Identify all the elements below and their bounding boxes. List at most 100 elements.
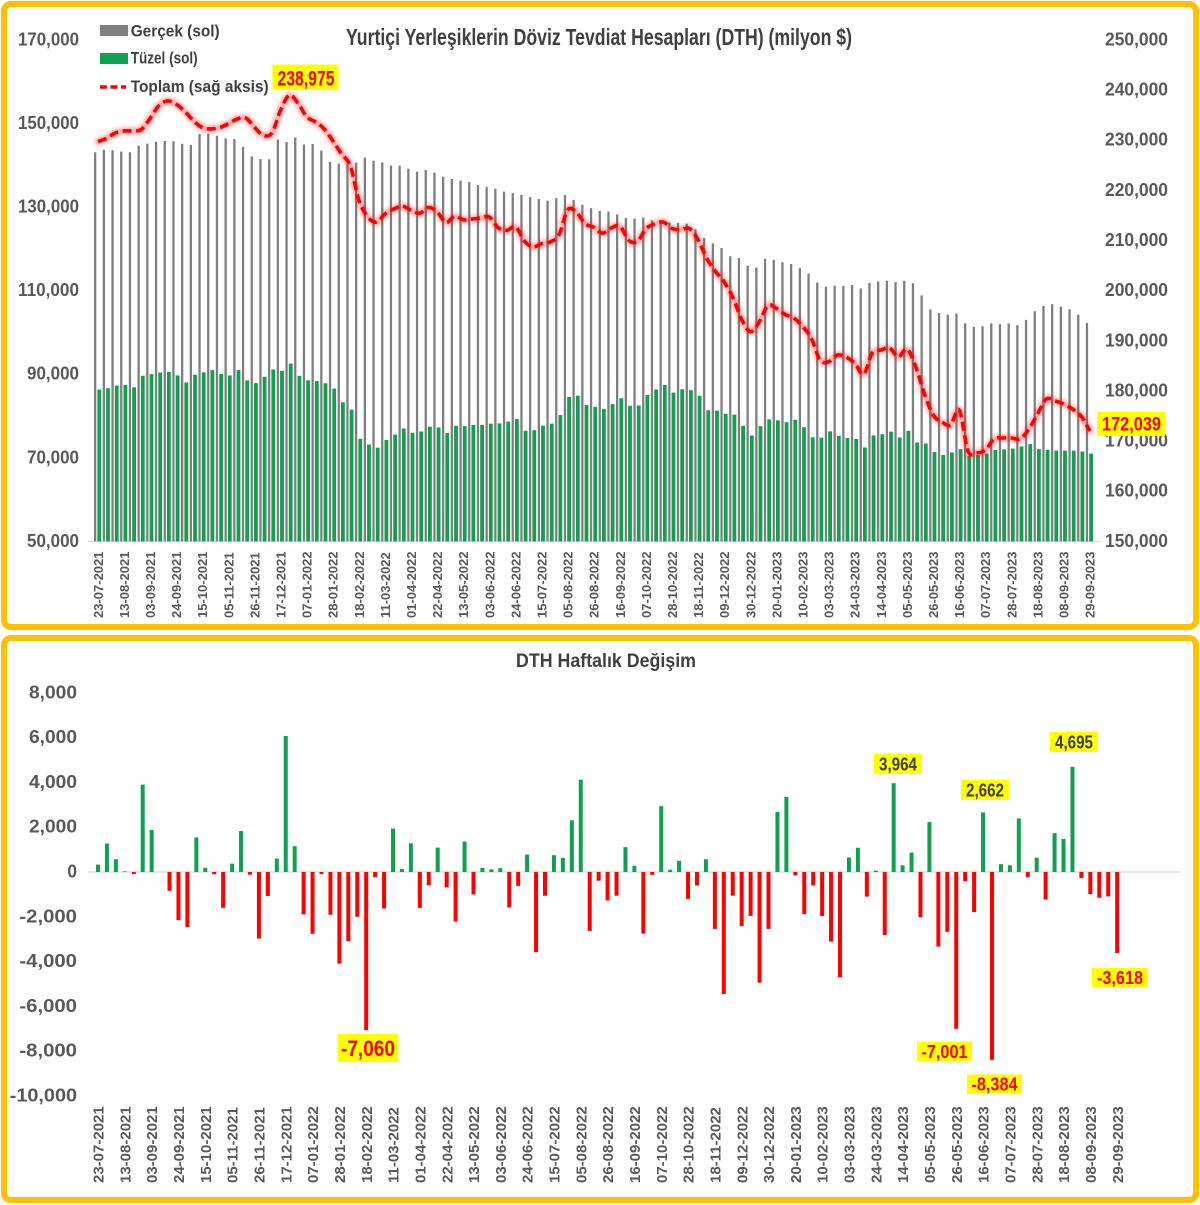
svg-text:240,000: 240,000	[1105, 80, 1168, 100]
svg-text:01-04-2022: 01-04-2022	[412, 1106, 429, 1183]
svg-text:150,000: 150,000	[18, 113, 79, 133]
svg-text:17-12-2021: 17-12-2021	[274, 552, 289, 619]
svg-text:DTH Haftalık Değişim: DTH Haftalık Değişim	[516, 650, 696, 672]
svg-text:20-01-2023: 20-01-2023	[788, 1106, 805, 1183]
svg-text:29-09-2023: 29-09-2023	[1083, 552, 1098, 619]
svg-text:90,000: 90,000	[27, 364, 79, 384]
svg-text:24-09-2021: 24-09-2021	[171, 1106, 188, 1183]
svg-text:26-08-2022: 26-08-2022	[587, 552, 602, 619]
svg-text:16-06-2023: 16-06-2023	[952, 552, 967, 619]
svg-text:01-04-2022: 01-04-2022	[404, 552, 419, 619]
svg-text:8,000: 8,000	[29, 682, 77, 702]
svg-text:10-02-2023: 10-02-2023	[796, 552, 811, 619]
svg-text:18-08-2023: 18-08-2023	[1030, 552, 1045, 619]
svg-text:3,964: 3,964	[879, 754, 917, 774]
svg-text:Toplam (sağ aksis): Toplam (sağ aksis)	[131, 77, 269, 96]
svg-text:16-09-2022: 16-09-2022	[627, 1106, 644, 1183]
svg-text:200,000: 200,000	[1105, 280, 1168, 300]
svg-text:15-07-2022: 15-07-2022	[535, 552, 550, 619]
svg-text:28-01-2022: 28-01-2022	[332, 1106, 349, 1183]
svg-text:03-03-2023: 03-03-2023	[842, 1106, 859, 1183]
svg-text:26-08-2022: 26-08-2022	[600, 1106, 617, 1183]
svg-text:Yurtiçi Yerleşiklerin Döviz Te: Yurtiçi Yerleşiklerin Döviz Tevdiat Hesa…	[346, 24, 852, 50]
svg-text:190,000: 190,000	[1105, 330, 1168, 350]
svg-text:03-06-2022: 03-06-2022	[482, 552, 497, 619]
svg-text:20-01-2023: 20-01-2023	[769, 552, 784, 619]
svg-text:230,000: 230,000	[1105, 130, 1168, 150]
svg-text:10-02-2023: 10-02-2023	[815, 1106, 832, 1183]
svg-text:250,000: 250,000	[1105, 29, 1168, 49]
svg-text:03-03-2023: 03-03-2023	[822, 552, 837, 619]
svg-text:26-05-2023: 26-05-2023	[926, 552, 941, 619]
svg-text:2,662: 2,662	[966, 780, 1004, 800]
svg-text:24-03-2023: 24-03-2023	[868, 1106, 885, 1183]
svg-text:28-10-2022: 28-10-2022	[681, 1106, 698, 1183]
svg-text:26-11-2021: 26-11-2021	[252, 1107, 269, 1183]
svg-text:07-01-2022: 07-01-2022	[305, 1106, 322, 1183]
svg-text:05-05-2023: 05-05-2023	[900, 552, 915, 619]
svg-text:11-03-2022: 11-03-2022	[386, 1107, 403, 1183]
svg-text:110,000: 110,000	[18, 280, 79, 300]
svg-text:23-07-2021: 23-07-2021	[91, 552, 106, 619]
svg-text:13-08-2021: 13-08-2021	[117, 552, 132, 619]
svg-text:70,000: 70,000	[27, 447, 79, 467]
svg-text:4,695: 4,695	[1055, 732, 1093, 752]
svg-text:28-01-2022: 28-01-2022	[326, 552, 341, 619]
svg-text:09-12-2022: 09-12-2022	[734, 1106, 751, 1183]
svg-text:07-10-2022: 07-10-2022	[654, 1106, 671, 1183]
svg-text:03-09-2021: 03-09-2021	[144, 1106, 161, 1183]
svg-text:26-05-2023: 26-05-2023	[949, 1106, 966, 1183]
svg-text:24-06-2022: 24-06-2022	[508, 552, 523, 619]
svg-text:Gerçek (sol): Gerçek (sol)	[131, 22, 220, 41]
svg-text:17-12-2021: 17-12-2021	[278, 1106, 295, 1183]
svg-text:07-10-2022: 07-10-2022	[639, 552, 654, 619]
svg-text:05-05-2023: 05-05-2023	[922, 1106, 939, 1183]
svg-text:05-11-2021: 05-11-2021	[225, 1107, 242, 1183]
svg-text:130,000: 130,000	[18, 197, 79, 217]
svg-text:150,000: 150,000	[1105, 531, 1168, 551]
svg-text:05-08-2022: 05-08-2022	[573, 1106, 590, 1183]
svg-text:220,000: 220,000	[1105, 180, 1168, 200]
svg-text:22-04-2022: 22-04-2022	[430, 552, 445, 619]
svg-text:15-10-2021: 15-10-2021	[195, 552, 210, 619]
svg-text:30-12-2022: 30-12-2022	[743, 552, 758, 619]
svg-text:07-07-2023: 07-07-2023	[1003, 1106, 1020, 1183]
svg-text:14-04-2023: 14-04-2023	[874, 552, 889, 619]
svg-text:18-11-2022: 18-11-2022	[691, 552, 706, 618]
svg-text:18-02-2022: 18-02-2022	[359, 1106, 376, 1183]
svg-text:15-07-2022: 15-07-2022	[547, 1106, 564, 1183]
svg-text:0: 0	[67, 862, 77, 882]
svg-text:13-08-2021: 13-08-2021	[117, 1106, 134, 1183]
svg-text:08-09-2023: 08-09-2023	[1083, 1106, 1100, 1183]
svg-text:210,000: 210,000	[1105, 230, 1168, 250]
svg-text:24-06-2022: 24-06-2022	[520, 1106, 537, 1183]
svg-text:14-04-2023: 14-04-2023	[895, 1106, 912, 1183]
svg-text:13-05-2022: 13-05-2022	[456, 552, 471, 619]
svg-text:18-11-2022: 18-11-2022	[708, 1107, 725, 1183]
svg-text:-4,000: -4,000	[19, 951, 77, 971]
svg-text:16-09-2022: 16-09-2022	[613, 552, 628, 619]
svg-text:4,000: 4,000	[29, 772, 77, 792]
svg-text:26-11-2021: 26-11-2021	[247, 552, 262, 618]
svg-text:18-02-2022: 18-02-2022	[352, 552, 367, 619]
svg-text:23-07-2021: 23-07-2021	[91, 1106, 108, 1183]
svg-text:28-07-2023: 28-07-2023	[1029, 1106, 1046, 1183]
svg-text:238,975: 238,975	[278, 68, 335, 91]
svg-text:18-08-2023: 18-08-2023	[1056, 1106, 1073, 1183]
svg-text:Tüzel (sol): Tüzel (sol)	[131, 49, 198, 68]
svg-text:07-01-2022: 07-01-2022	[300, 552, 315, 619]
svg-text:28-10-2022: 28-10-2022	[665, 552, 680, 619]
svg-text:03-06-2022: 03-06-2022	[493, 1106, 510, 1183]
svg-text:16-06-2023: 16-06-2023	[976, 1106, 993, 1183]
svg-text:13-05-2022: 13-05-2022	[466, 1106, 483, 1183]
svg-text:-7,001: -7,001	[922, 1042, 968, 1062]
svg-text:05-08-2022: 05-08-2022	[561, 552, 576, 619]
svg-text:22-04-2022: 22-04-2022	[439, 1106, 456, 1183]
svg-text:-10,000: -10,000	[10, 1086, 77, 1106]
svg-text:09-12-2022: 09-12-2022	[717, 552, 732, 619]
svg-text:50,000: 50,000	[27, 531, 79, 551]
svg-text:-7,060: -7,060	[341, 1036, 395, 1061]
svg-text:03-09-2021: 03-09-2021	[143, 552, 158, 619]
svg-text:160,000: 160,000	[1105, 481, 1168, 501]
svg-text:11-03-2022: 11-03-2022	[378, 552, 393, 618]
